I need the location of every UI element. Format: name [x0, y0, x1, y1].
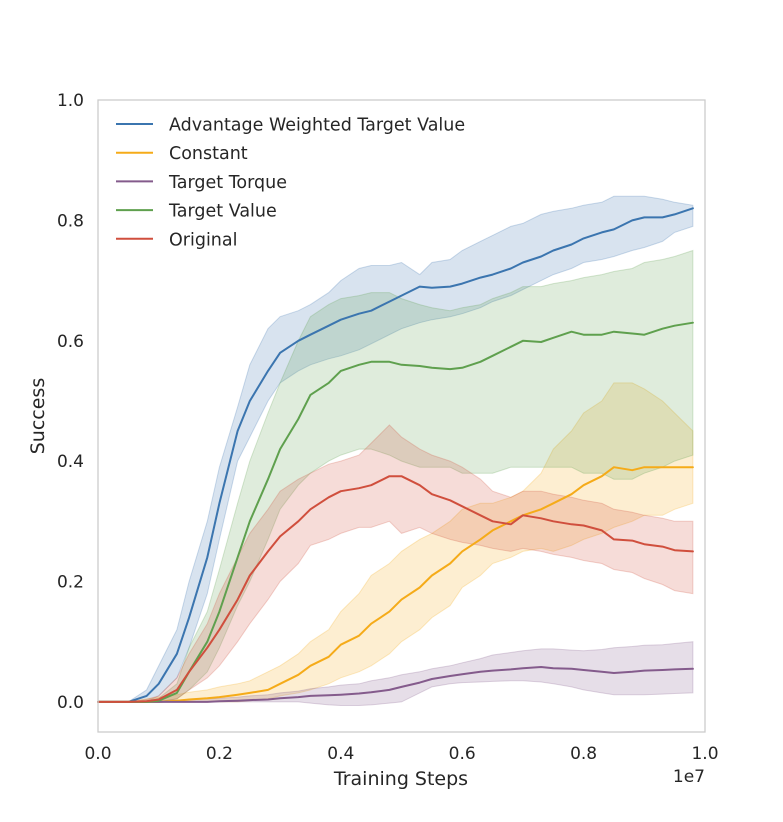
y-tick-label: 0.0 [57, 693, 84, 713]
x-tick-label: 0.8 [570, 744, 597, 764]
confidence-bands [98, 195, 694, 706]
y-tick-label: 0.8 [57, 211, 84, 231]
y-axis-label: Success [27, 378, 49, 454]
target-torque-band [98, 641, 694, 706]
target-value-line [97, 321, 694, 703]
advantage-weighted-target-value-line [97, 207, 694, 703]
series-lines [97, 207, 694, 703]
x-tick-label: 1.0 [691, 744, 718, 764]
x-tick-label: 0.0 [84, 744, 111, 764]
y-tick-label: 0.6 [57, 332, 84, 352]
legend-label: Target Torque [168, 173, 287, 193]
x-axis-label: Training Steps [333, 768, 468, 790]
legend-label: Target Value [168, 202, 277, 222]
original-line [97, 475, 694, 703]
x-tick-label: 0.6 [449, 744, 476, 764]
legend-item-target-value: Target Value [116, 202, 277, 222]
legend-label: Advantage Weighted Target Value [169, 116, 465, 136]
x-axis-offset-label: 1e7 [673, 767, 705, 787]
legend-item-target-torque: Target Torque [116, 173, 287, 193]
legend-label: Constant [169, 144, 248, 164]
target-value-band [98, 249, 694, 703]
legend-item-original: Original [116, 230, 237, 250]
original-band [98, 424, 694, 703]
target-torque-line [97, 666, 694, 703]
x-tick-label: 0.4 [327, 744, 354, 764]
y-tick-label: 1.0 [57, 91, 84, 111]
legend: Advantage Weighted Target Value Constant T… [116, 116, 465, 250]
x-tick-label: 0.2 [206, 744, 233, 764]
axis-ticks: 0.0 0.2 0.4 0.6 0.8 1.0 0.0 0.2 0.4 0.6 0.8 1.0 [57, 91, 719, 764]
y-tick-label: 0.2 [57, 573, 84, 593]
advantage-weighted-target-value-band [98, 195, 694, 703]
legend-item-constant: Constant [116, 144, 248, 164]
y-tick-label: 0.4 [57, 452, 84, 472]
legend-label: Original [169, 230, 237, 250]
plot-frame [97, 99, 706, 733]
legend-item-advantage-weighted-target-value: Advantage Weighted Target Value [116, 116, 465, 136]
constant-line [97, 466, 694, 703]
